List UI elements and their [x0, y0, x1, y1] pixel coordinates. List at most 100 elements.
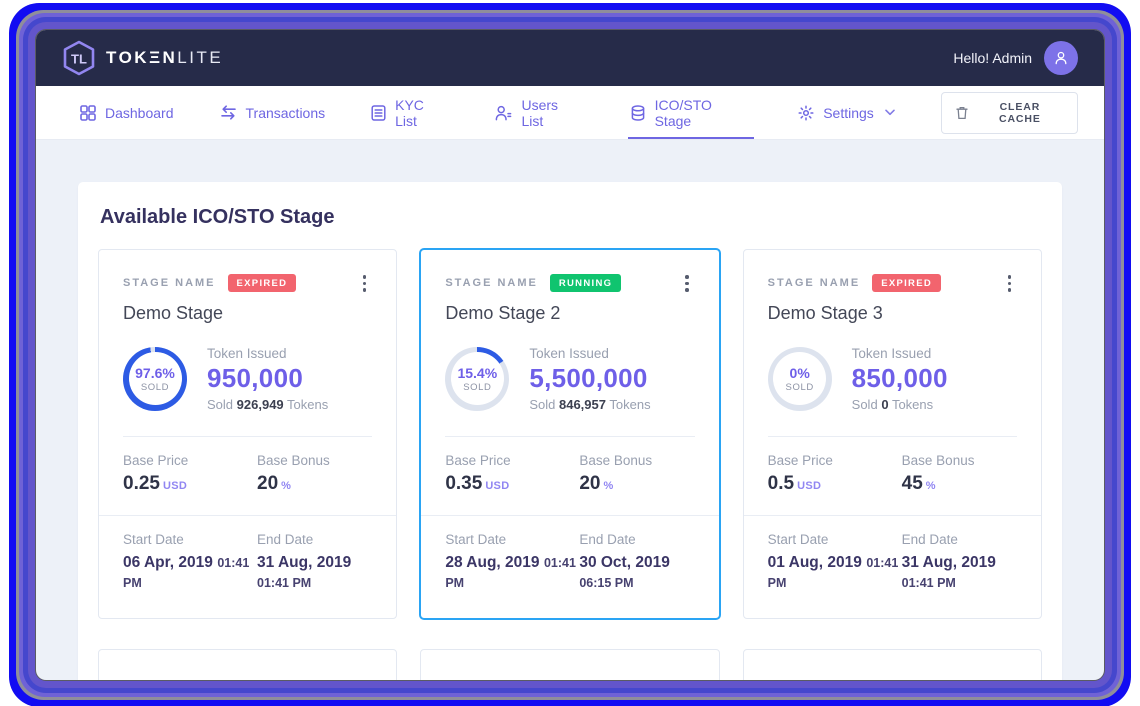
sold-tokens-line: Sold 926,949 Tokens	[207, 396, 329, 412]
content-area: Available ICO/STO Stage STAGE NAME EXPIR…	[36, 140, 1104, 680]
svg-text:TL: TL	[71, 52, 87, 67]
base-price-label: Base Price	[445, 452, 511, 468]
end-date-value: 31 Aug, 2019 01:41 PM	[257, 553, 352, 590]
base-bonus-unit: %	[925, 479, 936, 492]
divider	[445, 435, 695, 437]
nav-label: Dashboard	[105, 104, 174, 121]
base-bonus-value: 20%	[257, 472, 292, 494]
stage-name-label: STAGE NAME	[767, 277, 861, 290]
chevron-down-icon	[884, 109, 895, 116]
base-price-label: Base Price	[767, 452, 833, 468]
base-bonus-unit: %	[603, 479, 614, 492]
token-issued-value: 850,000	[851, 362, 948, 393]
base-price-value: 0.35 USD	[445, 472, 510, 494]
top-header: TL TOKΞNLITE Hello! Admin	[36, 30, 1104, 86]
end-date-value: 31 Aug, 2019 01:41 PM	[901, 553, 996, 590]
stage-title: Demo Stage 3	[767, 302, 883, 323]
tokenlite-logo-icon: TL	[62, 40, 96, 76]
brand-secondary: LITE	[177, 48, 224, 67]
stages-panel: Available ICO/STO Stage STAGE NAME EXPIR…	[78, 182, 1062, 680]
base-bonus-label: Base Bonus	[257, 452, 330, 468]
status-badge: EXPIRED	[227, 274, 297, 293]
divider	[123, 435, 373, 437]
nav-item-users-list[interactable]: Users List	[495, 86, 583, 139]
end-date-value: 30 Oct, 2019 06:15 PM	[579, 553, 670, 590]
sold-caption: SOLD	[785, 381, 814, 393]
divider	[421, 514, 719, 516]
dashboard-grid-icon	[80, 104, 96, 121]
nav-item-settings[interactable]: Settings	[798, 86, 895, 139]
kyc-list-icon	[371, 104, 386, 121]
card-menu-kebab-icon[interactable]	[357, 272, 373, 295]
nav-item-transactions[interactable]: Transactions	[220, 86, 326, 139]
brand-text: TOKΞNLITE	[106, 48, 223, 68]
nav-label: ICO/STO Stage	[654, 96, 712, 129]
divider	[767, 435, 1017, 437]
user-avatar-icon	[1055, 51, 1067, 65]
stage-card: STAGE NAME EXPIRED Demo Stage 3 0% SOLD	[742, 249, 1042, 619]
end-date-label: End Date	[579, 531, 636, 547]
page-title: Available ICO/STO Stage	[100, 206, 335, 228]
divider	[743, 514, 1041, 516]
transfer-arrows-icon	[220, 105, 236, 120]
base-bonus-label: Base Bonus	[901, 452, 975, 468]
sold-tokens-line: Sold 846,957 Tokens	[529, 396, 651, 412]
stage-card: STAGE NAME EXPIRED Demo Stage 97.6% SOLD	[98, 249, 398, 619]
token-issued-label: Token Issued	[207, 345, 287, 361]
start-date-label: Start Date	[123, 531, 184, 547]
status-badge: EXPIRED	[872, 274, 941, 293]
start-date-label: Start Date	[767, 531, 829, 547]
token-issued-value: 5,500,000	[529, 362, 648, 393]
divider	[99, 514, 397, 516]
stage-name-label: STAGE NAME	[445, 277, 538, 290]
stage-name-label: STAGE NAME	[123, 277, 216, 290]
nav-item-kyc-list[interactable]: KYC List	[371, 86, 449, 139]
nav-label: Settings	[823, 104, 874, 121]
stage-card-partial	[742, 649, 1042, 680]
base-price-value: 0.25 USD	[123, 472, 188, 494]
token-issued-value: 950,000	[207, 362, 304, 393]
status-badge: RUNNING	[549, 274, 622, 293]
end-date-label: End Date	[257, 531, 314, 547]
clear-cache-label: CLEAR CACHE	[998, 100, 1041, 125]
start-date-value: 01 Aug, 2019 01:41 PM	[767, 553, 899, 590]
nav-item-ico-sto-stage[interactable]: ICO/STO Stage	[627, 86, 754, 139]
stage-card: STAGE NAME RUNNING Demo Stage 2 15.4% SO…	[420, 249, 720, 619]
header-right: Hello! Admin	[953, 41, 1078, 75]
base-price-unit: USD	[162, 479, 188, 492]
nav-item-dashboard[interactable]: Dashboard	[80, 86, 174, 139]
coins-stack-icon	[631, 104, 644, 121]
stage-title: Demo Stage 2	[445, 302, 561, 323]
base-price-unit: USD	[485, 479, 510, 492]
nav-label: Transactions	[245, 104, 326, 121]
token-issued-label: Token Issued	[529, 345, 609, 361]
base-bonus-label: Base Bonus	[579, 452, 653, 468]
nav-label: Users List	[521, 96, 559, 129]
base-price-value: 0.5 USD	[767, 472, 822, 494]
card-menu-kebab-icon[interactable]	[679, 272, 695, 295]
user-avatar[interactable]	[1044, 41, 1078, 75]
sold-donut-chart: 97.6% SOLD	[123, 346, 187, 411]
stage-card-partial	[98, 649, 398, 680]
sold-tokens-value: 926,949	[236, 396, 284, 412]
sold-percent: 0%	[789, 364, 810, 381]
base-bonus-value: 20%	[579, 472, 614, 494]
card-menu-kebab-icon[interactable]	[1002, 272, 1018, 295]
start-date-value: 06 Apr, 2019 01:41 PM	[123, 553, 250, 590]
base-price-unit: USD	[797, 479, 822, 492]
sold-caption: SOLD	[463, 381, 492, 393]
sold-tokens-value: 0	[881, 396, 889, 412]
brand: TL TOKΞNLITE	[62, 40, 223, 76]
stage-cards-row: STAGE NAME EXPIRED Demo Stage 97.6% SOLD	[98, 249, 1042, 619]
next-stage-cards-row	[98, 649, 1042, 680]
app-window: TL TOKΞNLITE Hello! Admin Dashboard	[36, 30, 1104, 680]
sold-tokens-value: 846,957	[558, 396, 606, 412]
gear-icon	[798, 104, 814, 121]
sold-donut-chart: 15.4% SOLD	[445, 346, 510, 411]
end-date-label: End Date	[901, 531, 958, 547]
users-list-icon	[496, 105, 512, 120]
base-price-label: Base Price	[123, 452, 189, 468]
start-date-value: 28 Aug, 2019 01:41 PM	[445, 553, 576, 590]
clear-cache-button[interactable]: CLEAR CACHE	[940, 91, 1078, 134]
sold-donut-chart: 0% SOLD	[767, 346, 832, 411]
